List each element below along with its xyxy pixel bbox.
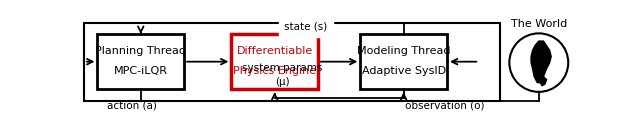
- Text: observation (o): observation (o): [405, 100, 484, 110]
- Text: MPC-iLQR: MPC-iLQR: [114, 66, 168, 76]
- Bar: [97, 34, 184, 89]
- Text: state (s): state (s): [284, 21, 327, 31]
- Bar: [231, 34, 318, 89]
- Text: Adaptive SysID: Adaptive SysID: [362, 66, 445, 76]
- Ellipse shape: [509, 33, 568, 92]
- Polygon shape: [531, 41, 551, 83]
- Text: (μ): (μ): [275, 77, 290, 87]
- Polygon shape: [540, 77, 547, 86]
- Text: Planning Thread: Planning Thread: [95, 46, 186, 56]
- Bar: [360, 34, 447, 89]
- Text: action (a): action (a): [107, 100, 157, 110]
- Text: Physics Engine: Physics Engine: [233, 66, 316, 76]
- Bar: [84, 23, 500, 101]
- Text: Differentiable: Differentiable: [237, 46, 313, 56]
- Text: system params: system params: [242, 63, 323, 73]
- Text: Modeling Thread: Modeling Thread: [357, 46, 451, 56]
- Text: The World: The World: [511, 19, 567, 29]
